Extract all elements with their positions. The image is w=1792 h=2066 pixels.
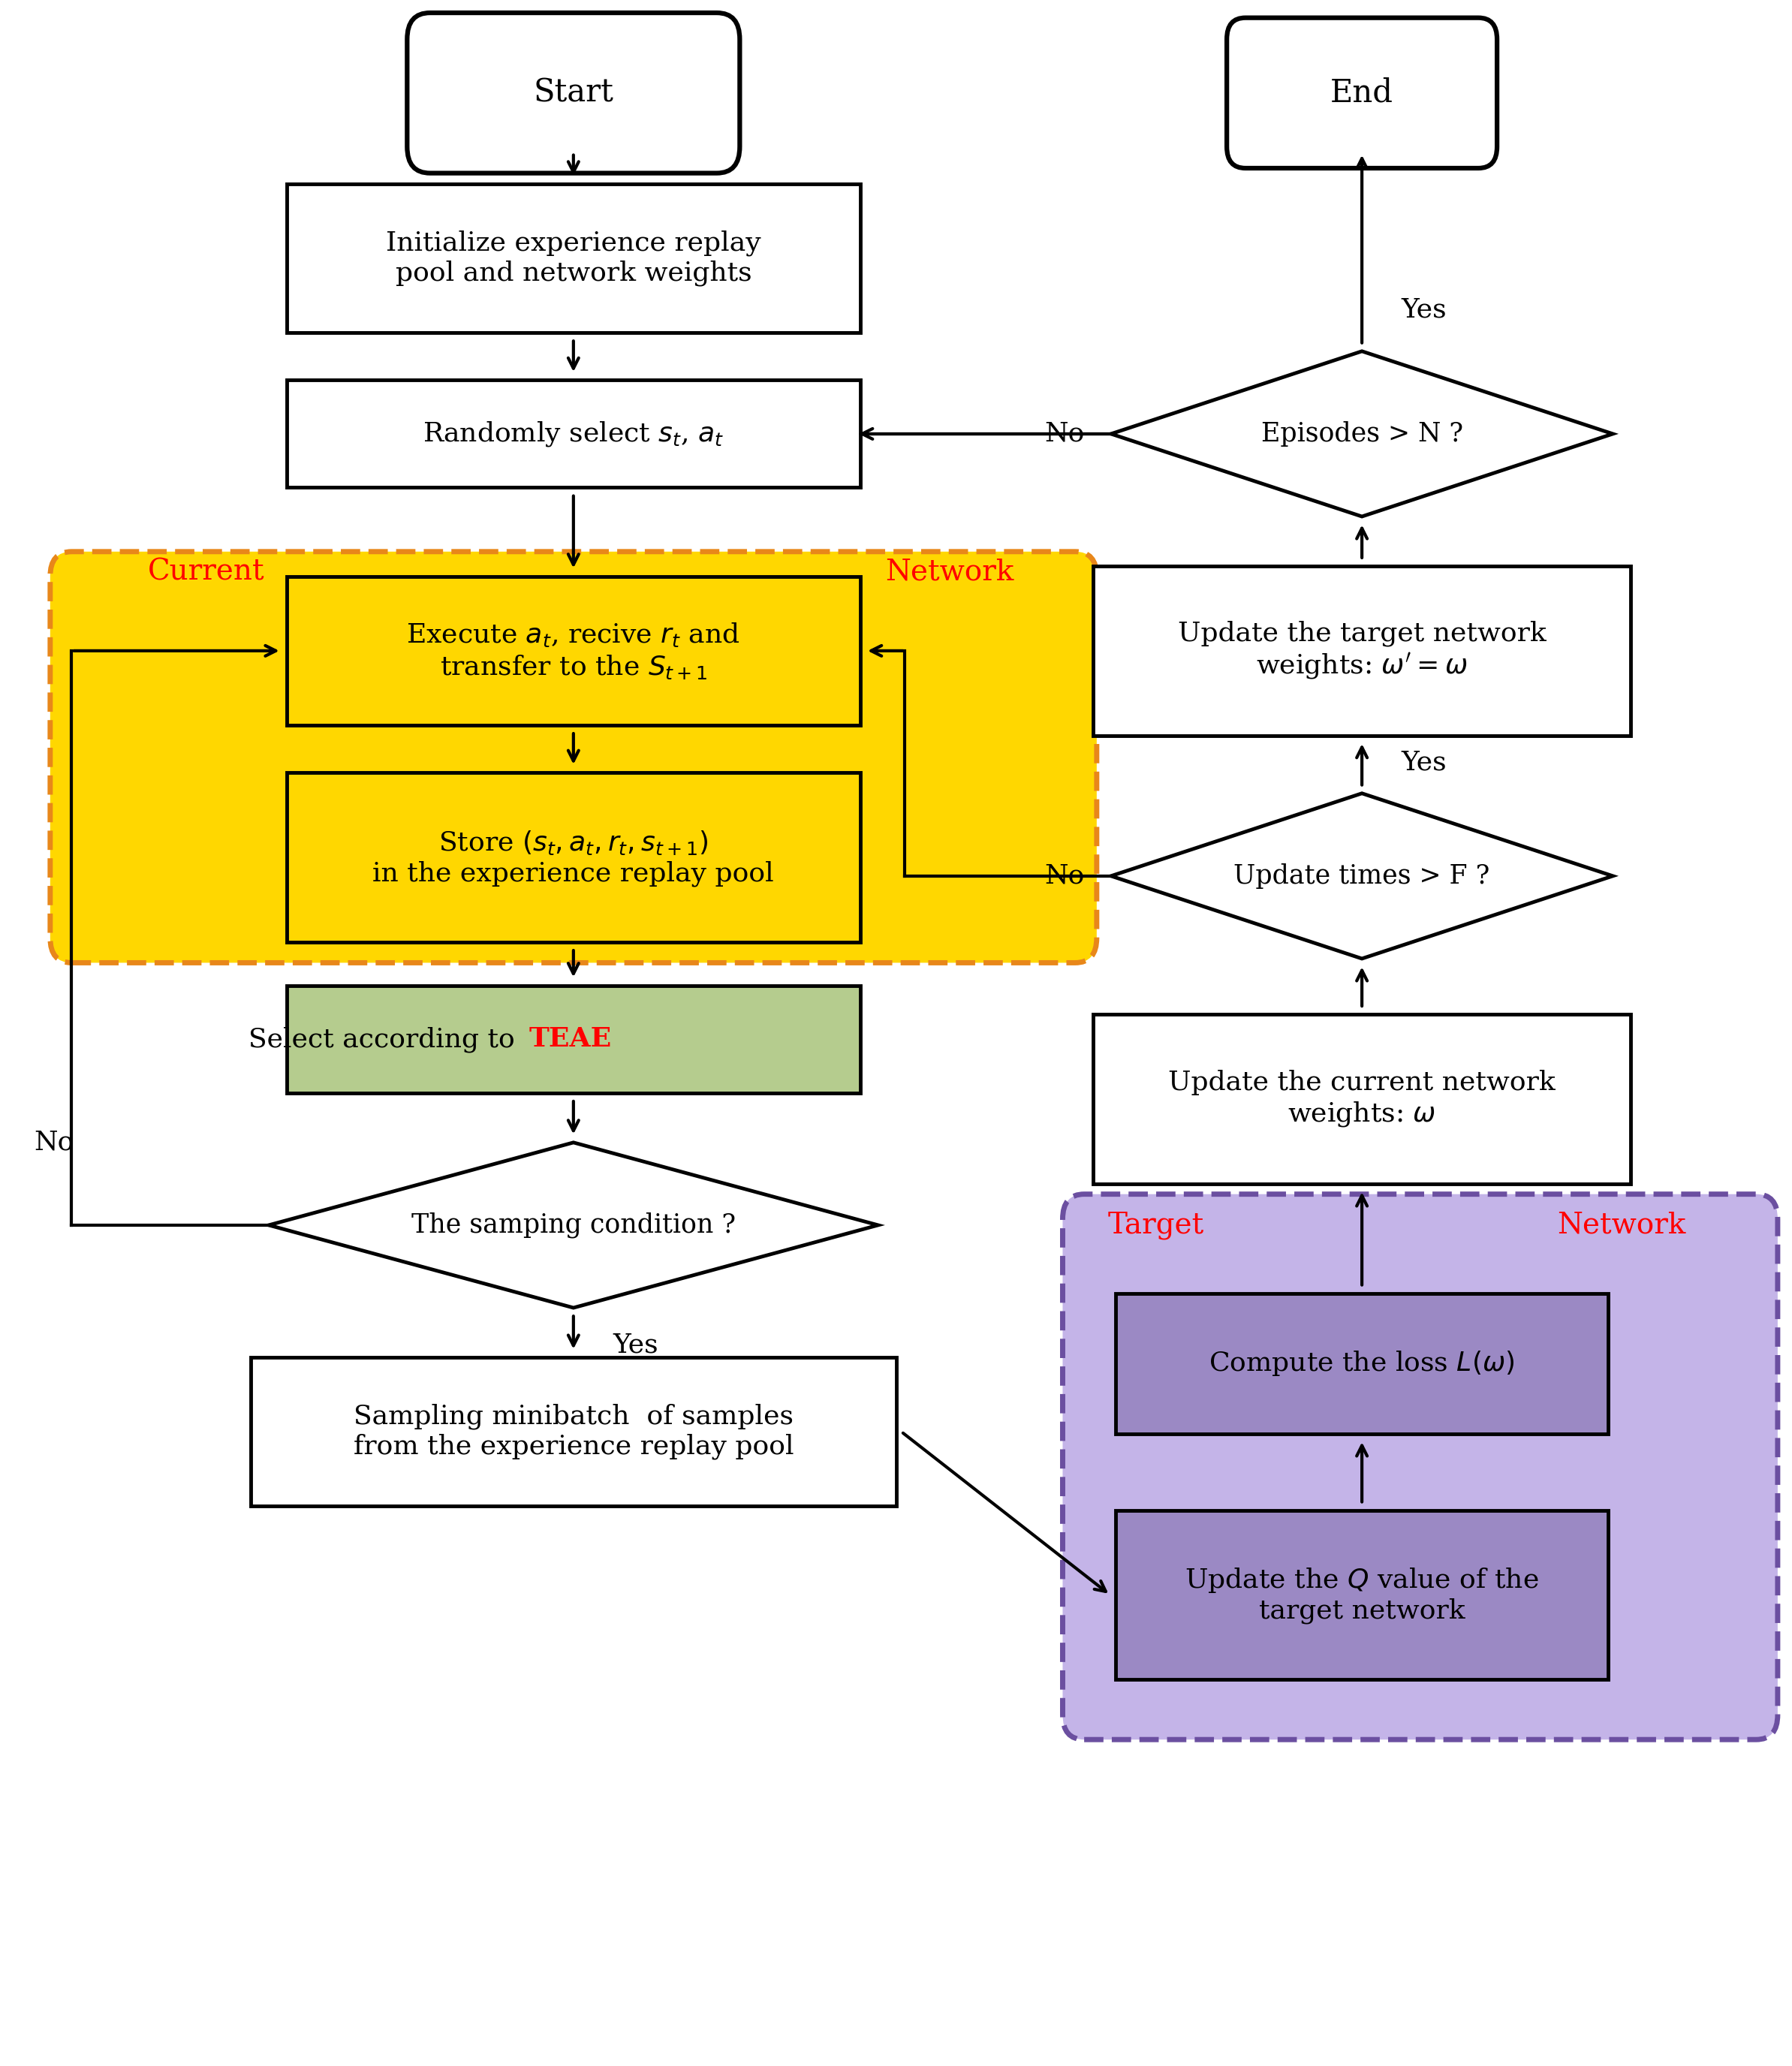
Bar [251,1357,896,1506]
Text: Yes: Yes [613,1333,658,1357]
Text: Episodes > N ?: Episodes > N ? [1262,421,1462,446]
Text: Update the target network
weights: $\omega^{\prime} = \omega$: Update the target network weights: $\ome… [1177,620,1546,682]
Text: Select according to: Select according to [249,1027,523,1052]
Bar [287,184,860,333]
Text: Update times > F ?: Update times > F ? [1235,864,1489,888]
Bar [287,380,860,488]
Text: Update the $Q$ value of the
target network: Update the $Q$ value of the target netwo… [1185,1566,1539,1624]
Text: Network: Network [1557,1211,1686,1240]
Bar [1093,1014,1631,1184]
Text: No: No [1045,864,1084,888]
FancyBboxPatch shape [1228,19,1496,167]
Bar [287,985,860,1093]
Polygon shape [1111,793,1613,959]
FancyBboxPatch shape [407,12,740,174]
Text: Update the current network
weights: $\omega$: Update the current network weights: $\om… [1168,1070,1555,1128]
Text: Store $(s_t, a_t, r_t, s_{t+1})$
in the experience replay pool: Store $(s_t, a_t, r_t, s_{t+1})$ in the … [373,828,774,886]
Text: Sampling minibatch  of samples
from the experience replay pool: Sampling minibatch of samples from the e… [353,1403,794,1461]
Bar [1093,566,1631,735]
Bar [287,576,860,725]
Text: No: No [1045,421,1084,446]
Bar [287,773,860,942]
Text: Target: Target [1107,1211,1204,1240]
FancyBboxPatch shape [50,552,1097,963]
Bar [1115,1510,1609,1680]
FancyBboxPatch shape [1063,1194,1778,1740]
Text: Initialize experience replay
pool and network weights: Initialize experience replay pool and ne… [385,229,762,287]
Text: Yes: Yes [1401,298,1446,322]
Text: TEAE: TEAE [529,1027,611,1052]
Text: Network: Network [885,558,1014,587]
Text: Yes: Yes [1401,750,1446,775]
Text: Current: Current [147,558,265,587]
Text: End: End [1330,76,1394,109]
Text: No: No [34,1130,73,1155]
Polygon shape [269,1142,878,1308]
Text: Randomly select $s_t$, $a_t$: Randomly select $s_t$, $a_t$ [423,419,724,448]
Text: Start: Start [534,76,613,109]
Text: Execute $a_t$, recive $r_t$ and
transfer to the $S_{t+1}$: Execute $a_t$, recive $r_t$ and transfer… [407,622,740,680]
Text: Compute the loss $L(\omega)$: Compute the loss $L(\omega)$ [1210,1349,1514,1378]
Bar [1115,1293,1609,1434]
Text: The samping condition ?: The samping condition ? [412,1213,735,1238]
Polygon shape [1111,351,1613,516]
